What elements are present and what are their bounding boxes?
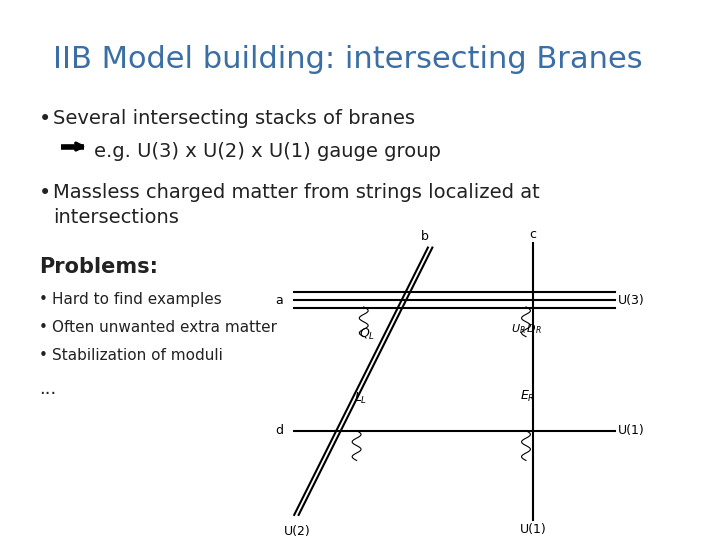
Text: $L_L$: $L_L$: [354, 391, 368, 406]
Text: ...: ...: [39, 380, 56, 398]
Text: a: a: [276, 294, 284, 307]
Text: U(2): U(2): [284, 525, 310, 538]
Text: Several intersecting stacks of branes: Several intersecting stacks of branes: [53, 109, 415, 128]
Text: •: •: [39, 109, 51, 129]
Text: Hard to find examples: Hard to find examples: [52, 292, 222, 307]
Text: e.g. U(3) x U(2) x U(1) gauge group: e.g. U(3) x U(2) x U(1) gauge group: [94, 141, 441, 160]
Text: Problems:: Problems:: [39, 258, 158, 278]
Text: •: •: [39, 292, 48, 307]
Text: IIB Model building: intersecting Branes: IIB Model building: intersecting Branes: [53, 45, 643, 73]
Text: Stabilization of moduli: Stabilization of moduli: [52, 348, 222, 362]
Text: c: c: [530, 228, 536, 241]
Text: $Q_L$: $Q_L$: [359, 327, 375, 342]
Text: U(1): U(1): [618, 424, 644, 437]
Text: U(1): U(1): [520, 523, 546, 536]
Text: intersections: intersections: [53, 208, 179, 227]
Text: $E_R$: $E_R$: [520, 389, 536, 404]
Text: Often unwanted extra matter: Often unwanted extra matter: [52, 320, 276, 335]
Text: Massless charged matter from strings localized at: Massless charged matter from strings loc…: [53, 183, 540, 202]
Text: d: d: [276, 424, 284, 437]
Text: U(3): U(3): [618, 294, 644, 307]
Text: •: •: [39, 320, 48, 335]
Text: b: b: [420, 230, 428, 242]
Text: •: •: [39, 348, 48, 362]
Text: •: •: [39, 183, 51, 203]
Text: $U_R\,D_R$: $U_R\,D_R$: [510, 322, 541, 336]
